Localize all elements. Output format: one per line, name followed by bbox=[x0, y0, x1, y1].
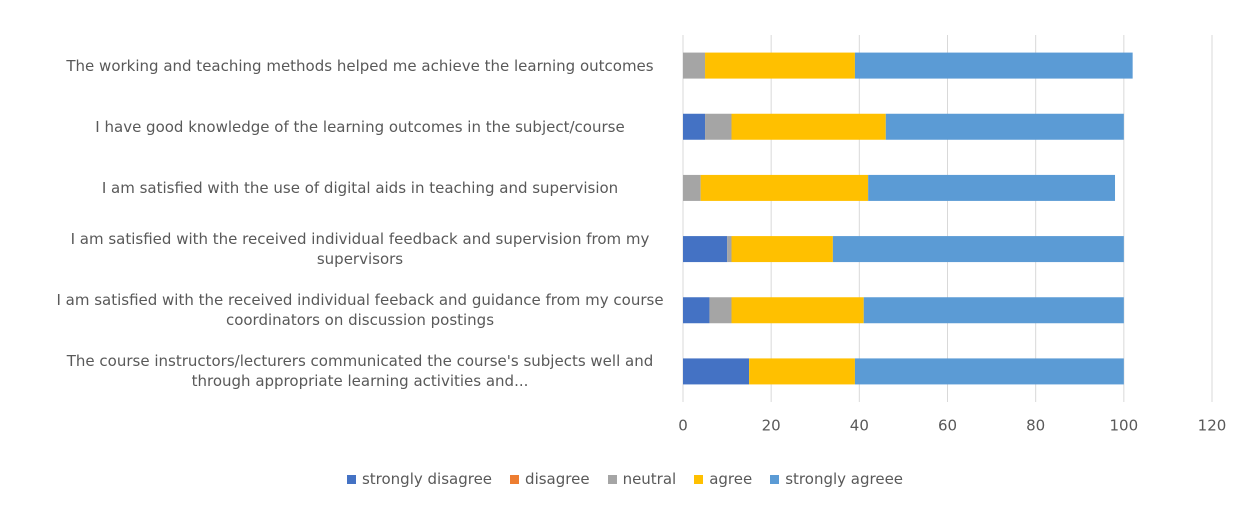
bar-segment bbox=[731, 113, 886, 140]
bar-segment bbox=[863, 297, 1124, 324]
bar-segment bbox=[700, 174, 869, 201]
bar-segment bbox=[832, 236, 1124, 263]
legend-item: agree bbox=[694, 470, 752, 488]
category-label: I have good knowledge of the learning ou… bbox=[95, 117, 625, 136]
legend-swatch bbox=[607, 474, 617, 484]
category-label: I am satisfied with the received individ… bbox=[70, 230, 650, 269]
legend-item: strongly agreee bbox=[770, 470, 903, 488]
bar-segment bbox=[683, 52, 706, 79]
legend-swatch bbox=[346, 474, 356, 484]
x-tick-label: 120 bbox=[1198, 417, 1227, 435]
bar-segment bbox=[727, 236, 732, 263]
legend-swatch bbox=[694, 474, 704, 484]
legend-label: agree bbox=[709, 470, 753, 488]
legend-item: disagree bbox=[510, 470, 590, 488]
x-tick-label: 40 bbox=[850, 417, 869, 435]
category-label: The working and teaching methods helped … bbox=[66, 56, 654, 75]
legend-label: strongly disagree bbox=[361, 470, 493, 488]
bar-segment bbox=[854, 52, 1133, 79]
bar-segment bbox=[705, 52, 855, 79]
bar-segment bbox=[683, 236, 728, 263]
bar-segment bbox=[683, 358, 750, 385]
category-label: I am satisfied with the use of digital a… bbox=[101, 178, 619, 197]
bar-segment bbox=[683, 174, 701, 201]
bar-segment bbox=[709, 297, 732, 324]
legend-label: strongly agreee bbox=[785, 470, 904, 488]
bar-segment bbox=[731, 297, 864, 324]
legend-label: disagree bbox=[525, 470, 590, 488]
category-label: The course instructors/lecturers communi… bbox=[66, 352, 654, 391]
bar-segment bbox=[749, 358, 855, 385]
x-tick-label: 80 bbox=[1026, 417, 1045, 435]
category-label: I am satisfied with the received individ… bbox=[56, 291, 664, 330]
legend-swatch bbox=[510, 474, 520, 484]
bar-segment bbox=[854, 358, 1124, 385]
x-tick-label: 60 bbox=[938, 417, 957, 435]
legend-item: neutral bbox=[607, 470, 677, 488]
bar-segment bbox=[885, 113, 1124, 140]
bar-segment bbox=[731, 236, 833, 263]
legend-swatch bbox=[770, 474, 780, 484]
bar-segment bbox=[705, 113, 732, 140]
x-tick-label: 20 bbox=[762, 417, 781, 435]
bar-segment bbox=[683, 297, 710, 324]
bar-segment bbox=[683, 113, 706, 140]
legend-item: strongly disagree bbox=[346, 470, 493, 488]
legend: strongly disagree disagree neutral agree str… bbox=[0, 470, 1250, 488]
legend-label: neutral bbox=[622, 470, 677, 488]
x-tick-label: 100 bbox=[1110, 417, 1139, 435]
x-tick-label: 0 bbox=[678, 417, 688, 435]
bar-segment bbox=[868, 174, 1116, 201]
